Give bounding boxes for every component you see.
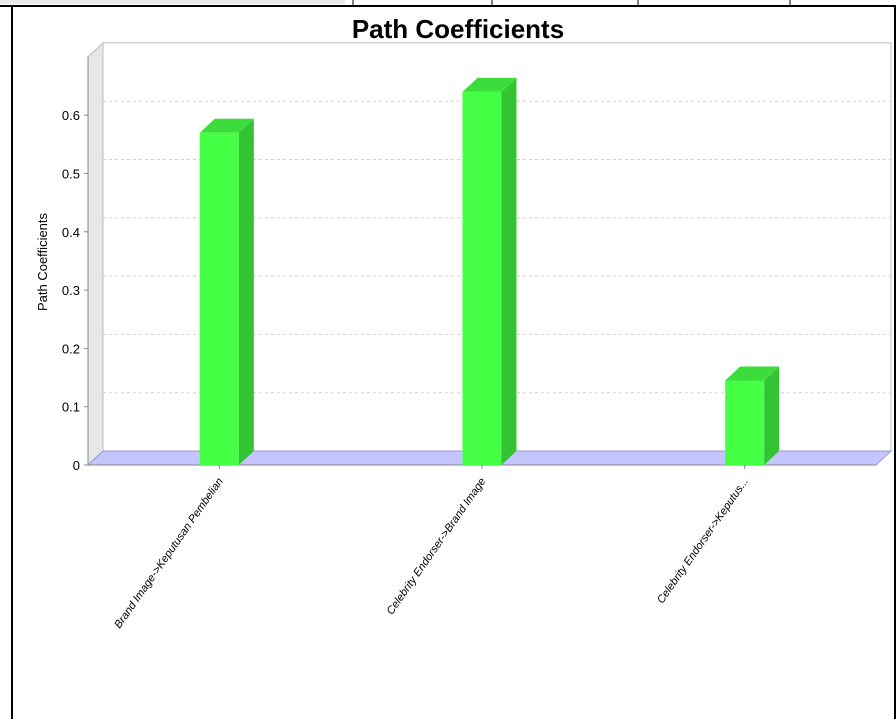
chart-title: Path Coefficients [352,14,564,44]
top-table-strip [0,0,896,7]
y-tick-label: 0.1 [62,400,80,415]
bar [725,380,765,465]
y-tick-label: 0.5 [62,167,80,182]
y-axis-label: Path Coefficients [35,212,50,311]
y-tick-label: 0.4 [62,225,80,240]
bar-side [764,366,780,465]
bar-top [725,366,780,381]
x-tick-label: Celebrity Endorser->Brand Image [385,476,489,617]
y-tick-label: 0 [73,458,80,473]
x-tick-label: Brand Image->Keputusan Pembelian [112,476,225,631]
y-tick-label: 0.2 [62,341,80,356]
bar-side [501,77,517,465]
bar-top [462,77,517,92]
bar-top [199,118,254,133]
x-tick-label: Celebrity Endorser->Keputus... [655,476,751,606]
plot-side-wall [87,41,104,467]
bar [199,132,239,465]
bar-side [238,118,254,465]
y-tick-label: 0.3 [62,283,80,298]
plot-area: 0 0.1 0.2 0.3 0.4 0.5 0.6 Brand Image->Keputusa… [62,41,893,631]
y-tick-label: 0.6 [62,108,80,123]
bar [462,91,502,465]
